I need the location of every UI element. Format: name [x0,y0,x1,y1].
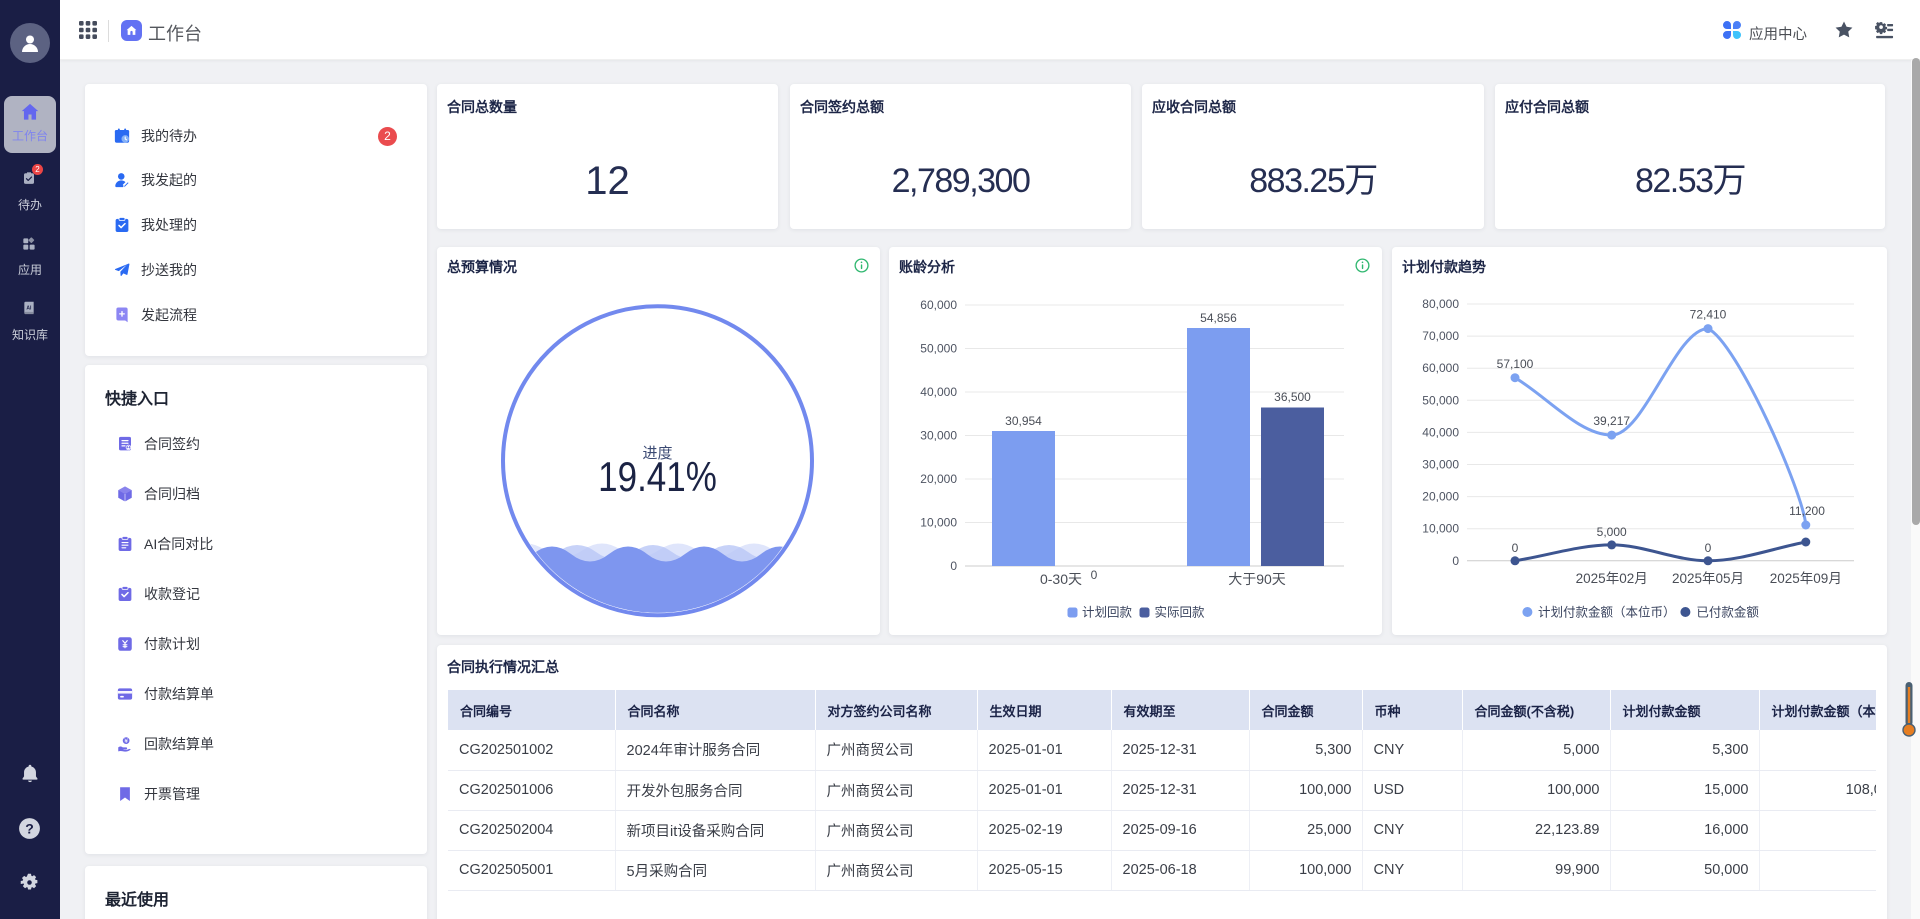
svg-text:50,000: 50,000 [920,342,957,356]
svg-text:39,217: 39,217 [1593,414,1630,428]
svg-text:2025年05月: 2025年05月 [1672,571,1744,586]
svg-text:计划回款: 计划回款 [1082,606,1133,620]
svg-text:2025年02月: 2025年02月 [1576,571,1648,586]
svg-text:10,000: 10,000 [920,516,957,530]
svg-text:11,200: 11,200 [1789,504,1825,518]
svg-text:72,410: 72,410 [1690,308,1727,322]
svg-text:?: ? [25,821,34,837]
svg-text:36,500: 36,500 [1274,390,1311,404]
svg-text:0: 0 [1091,568,1098,582]
svg-text:30,000: 30,000 [920,429,957,443]
svg-text:20,000: 20,000 [1422,490,1459,504]
svg-text:30,954: 30,954 [1005,414,1042,428]
svg-text:0: 0 [1512,541,1519,555]
svg-text:已付款金额: 已付款金额 [1696,605,1759,620]
svg-text:40,000: 40,000 [1422,425,1459,439]
svg-text:0-30天: 0-30天 [1040,571,1082,587]
svg-text:0: 0 [1705,541,1712,555]
svg-text:80,000: 80,000 [1422,297,1459,311]
svg-text:50,000: 50,000 [1422,393,1459,407]
svg-text:0: 0 [950,559,957,573]
svg-text:40,000: 40,000 [920,385,957,399]
svg-text:20,000: 20,000 [920,472,957,486]
svg-text:计划付款金额（本位币）: 计划付款金额（本位币） [1538,605,1676,620]
svg-text:60,000: 60,000 [920,298,957,312]
svg-text:57,100: 57,100 [1497,357,1534,371]
svg-text:0: 0 [1452,554,1459,568]
svg-text:54,856: 54,856 [1200,311,1237,325]
svg-text:大于90天: 大于90天 [1228,571,1286,587]
svg-text:30,000: 30,000 [1422,458,1459,472]
svg-text:¥: ¥ [124,738,128,745]
svg-text:实际回款: 实际回款 [1155,605,1206,620]
svg-text:10,000: 10,000 [1422,522,1459,536]
svg-text:AI: AI [26,305,32,311]
svg-text:2025年09月: 2025年09月 [1770,571,1842,586]
svg-text:70,000: 70,000 [1422,329,1459,343]
svg-text:5,000: 5,000 [1597,525,1627,539]
svg-text:60,000: 60,000 [1422,361,1459,375]
